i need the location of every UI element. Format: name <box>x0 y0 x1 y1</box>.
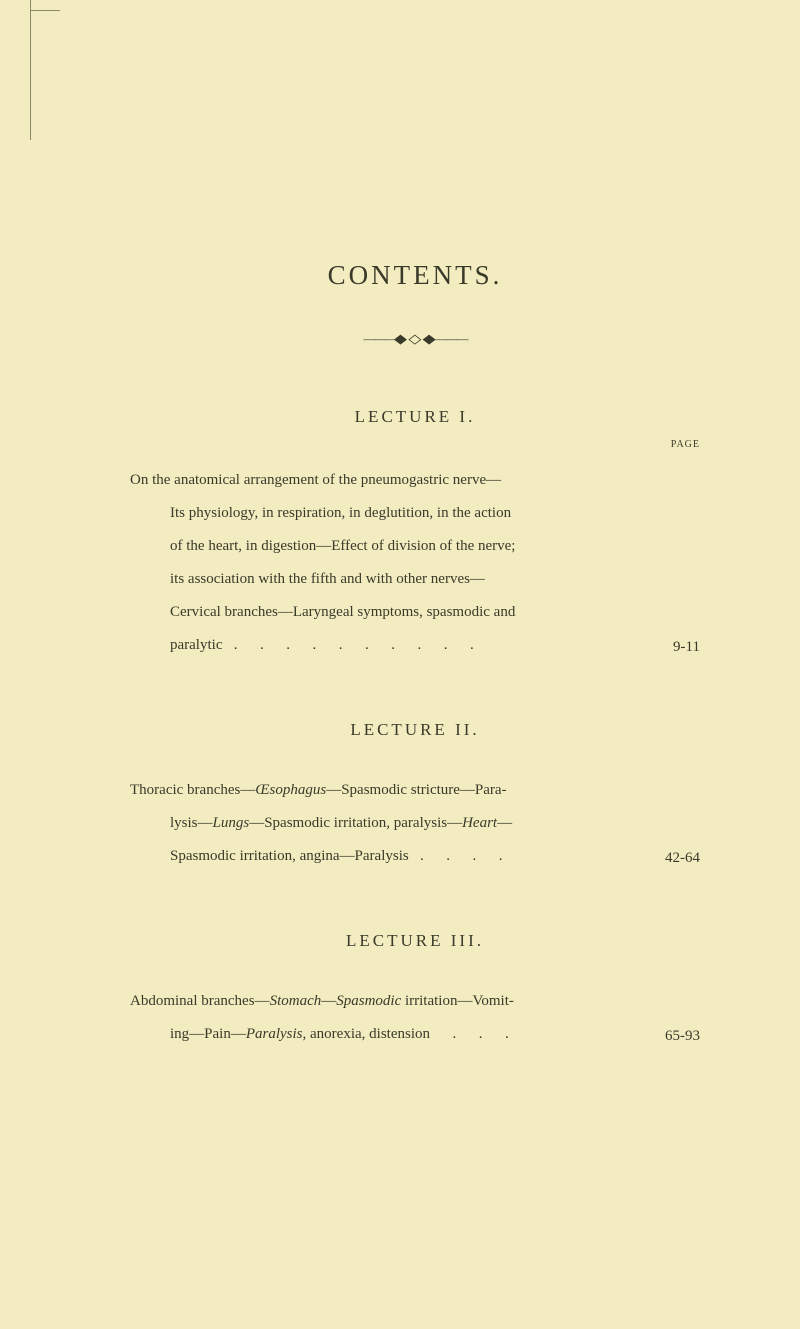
entry-line: Its physiology, in respiration, in deglu… <box>130 497 665 530</box>
lecture-section: LECTURE II. Thoracic branches—Œsophagus—… <box>130 720 700 873</box>
toc-entry: Abdominal branches—Stomach—Spasmodic irr… <box>130 985 700 1051</box>
entry-line: ing—Pain—Paralysis, anorexia, distension… <box>130 1018 657 1051</box>
page-border-top <box>30 10 60 11</box>
page-number: 9-11 <box>665 639 700 662</box>
entry-text: On the anatomical arrangement of the pne… <box>130 464 665 662</box>
entry-line: lysis—Lungs—Spasmodic irritation, paraly… <box>130 807 657 840</box>
entry-line: Thoracic branches—Œsophagus—Spasmodic st… <box>130 782 507 798</box>
toc-entry: On the anatomical arrangement of the pne… <box>130 464 700 662</box>
ornament-divider: ◆◇◆ <box>130 331 700 347</box>
entry-text: Thoracic branches—Œsophagus—Spasmodic st… <box>130 774 657 873</box>
lecture-heading: LECTURE I. <box>130 407 700 427</box>
toc-entry: Thoracic branches—Œsophagus—Spasmodic st… <box>130 774 700 873</box>
page-border-left <box>30 0 31 140</box>
lecture-section: LECTURE I. PAGE On the anatomical arrang… <box>130 407 700 662</box>
page-container: CONTENTS. ◆◇◆ LECTURE I. PAGE On the ana… <box>0 0 800 1329</box>
entry-line: Abdominal branches—Stomach—Spasmodic irr… <box>130 993 514 1009</box>
page-label: PAGE <box>130 439 700 450</box>
page-number: 65-93 <box>657 1028 700 1051</box>
lecture-section: LECTURE III. Abdominal branches—Stomach—… <box>130 931 700 1051</box>
page-number: 42-64 <box>657 850 700 873</box>
entry-line: its association with the fifth and with … <box>130 563 665 596</box>
entry-text: Abdominal branches—Stomach—Spasmodic irr… <box>130 985 657 1051</box>
entry-line: of the heart, in digestion—Effect of div… <box>130 530 665 563</box>
entry-line: paralytic . . . . . . . . . . <box>130 629 665 662</box>
entry-line: Cervical branches—Laryngeal symptoms, sp… <box>130 596 665 629</box>
lecture-heading: LECTURE II. <box>130 720 700 740</box>
contents-title: CONTENTS. <box>130 260 700 291</box>
lecture-heading: LECTURE III. <box>130 931 700 951</box>
entry-line: On the anatomical arrangement of the pne… <box>130 472 501 488</box>
entry-line: Spasmodic irritation, angina—Paralysis .… <box>130 840 657 873</box>
